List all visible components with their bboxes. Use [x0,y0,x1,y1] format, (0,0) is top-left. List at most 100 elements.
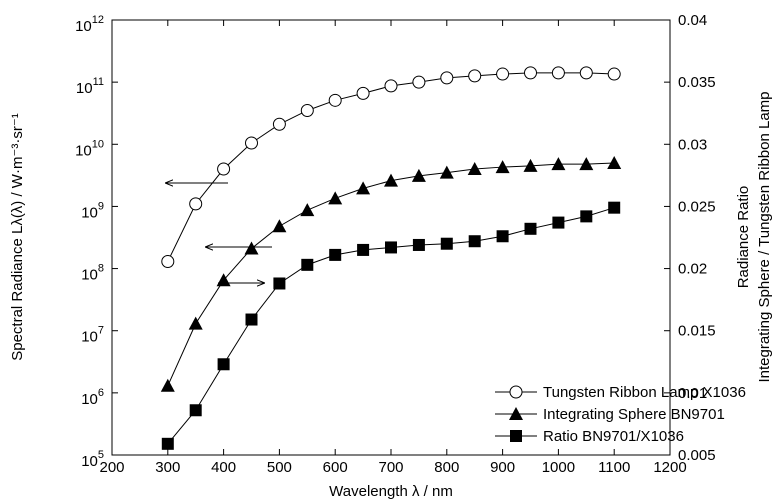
point [272,219,287,233]
point [300,203,315,217]
point [161,254,175,268]
y2-tick-label: 0.015 [678,323,716,340]
point [328,93,342,107]
x-tick-label: 1000 [542,459,575,476]
y-tick-label: 1012 [75,14,104,35]
y-tick-label: 106 [81,387,104,408]
legend-marker [510,430,522,442]
point [217,358,230,371]
tick-exponent: 9 [98,200,104,212]
point [329,248,342,261]
point [496,67,510,81]
point [468,235,481,248]
tick-exponent: 12 [92,14,104,26]
x-tick-label: 900 [490,459,515,476]
point [273,277,286,290]
point [245,313,258,326]
legend-marker [509,385,523,399]
tick-exponent: 5 [98,449,104,461]
y2-tick-label: 0.02 [678,261,707,278]
tick-base: 10 [81,267,98,284]
y2-tick-label: 0.035 [678,74,716,91]
point [189,197,203,211]
legend-label: Tungsten Ribbon Lamp X1036 [543,384,746,401]
point [356,86,370,100]
y-tick-label: 105 [81,449,104,470]
x-tick-label: 400 [211,459,236,476]
point [551,66,565,80]
point [357,243,370,256]
tick-base: 10 [75,142,92,159]
tick-exponent: 8 [98,263,104,275]
legend-marker [509,407,523,420]
y-tick-label: 1011 [76,76,104,97]
point [188,316,203,330]
tick-base: 10 [81,204,98,221]
point [523,158,538,172]
point [579,66,593,80]
point [607,67,621,81]
y2-tick-label: 0.04 [678,12,707,29]
x-tick-label: 200 [99,459,124,476]
point [607,155,622,169]
point [440,71,454,85]
tick-base: 10 [81,329,98,346]
y2-tick-label: 0.01 [678,385,707,402]
y2-tick-label: 0.005 [678,447,716,464]
tick-base: 10 [81,453,98,470]
point [412,75,426,89]
point [440,237,453,250]
y2-axis-title: Radiance Ratio [735,186,752,289]
point [384,79,398,93]
x-tick-label: 600 [323,459,348,476]
y-tick-label: 107 [81,325,104,346]
x-tick-label: 700 [378,459,403,476]
point [356,181,371,195]
point [244,241,259,255]
x-axis-title: Wavelength λ / nm [329,483,453,500]
y2-tick-label: 0.025 [678,198,716,215]
point [161,437,174,450]
x-tick-label: 1100 [598,459,630,476]
y2-axis-title: Integrating Sphere / Tungsten Ribbon Lam… [756,91,773,382]
y-axis-title: Spectral Radiance Lλ(λ) / W·m⁻³·sr⁻¹ [9,113,26,361]
tick-base: 10 [75,18,92,35]
point [608,201,621,214]
point [524,66,537,80]
point [300,103,314,117]
tick-base: 10 [81,391,98,408]
point [439,165,454,179]
series-line [167,72,615,262]
legend-label: Ratio BN9701/X1036 [543,428,684,445]
point [468,69,482,83]
point [272,117,286,131]
point [301,258,314,271]
tick-exponent: 6 [98,387,104,399]
y-tick-label: 1010 [75,138,104,159]
point [495,160,510,174]
point [385,241,397,254]
point [524,222,537,235]
point [384,173,398,187]
point [580,210,593,223]
tick-base: 10 [76,80,93,97]
y-tick-label: 109 [81,200,104,221]
y2-tick-label: 0.03 [678,136,707,153]
x-tick-label: 300 [155,459,180,476]
point [160,378,175,392]
point [217,162,231,176]
point [579,157,594,171]
point [551,157,566,171]
x-tick-label: 500 [267,459,292,476]
legend-label: Integrating Sphere BN9701 [543,406,725,423]
series-line [167,162,615,386]
tick-exponent: 7 [98,325,104,337]
point [189,404,202,417]
tick-exponent: 10 [92,138,104,150]
y-tick-label: 108 [81,263,104,284]
x-tick-label: 1200 [653,459,686,476]
x-tick-label: 800 [434,459,459,476]
point [552,216,565,229]
point [216,273,231,287]
